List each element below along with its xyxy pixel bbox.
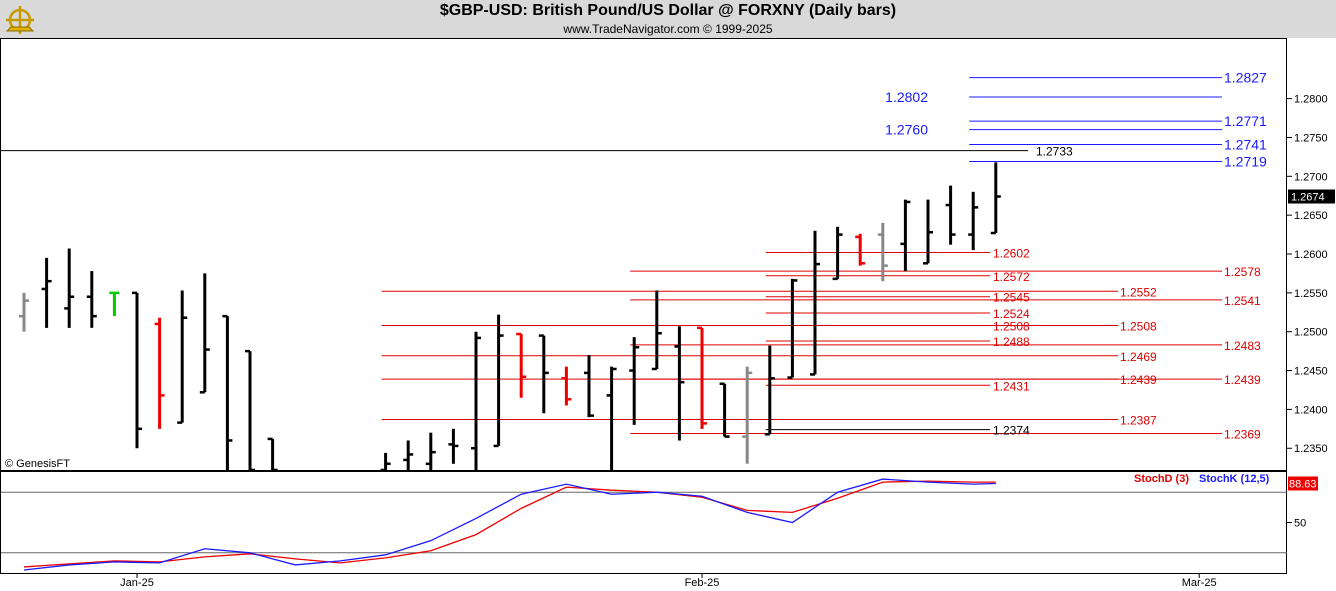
level-label: 1.2578 bbox=[1224, 265, 1261, 279]
ohlc-bar bbox=[877, 222, 888, 282]
y-tick-label: 1.2550 bbox=[1294, 288, 1328, 300]
navigator-logo-icon bbox=[3, 3, 37, 35]
ohlc-bar bbox=[787, 278, 798, 379]
ohlc-bar bbox=[380, 452, 391, 470]
ohlc-bar bbox=[742, 366, 753, 464]
level-label: 1.2572 bbox=[993, 270, 1030, 284]
chart-subtitle: www.TradeNavigator.com © 1999-2025 bbox=[563, 22, 773, 36]
last-price-label: 1.2674 bbox=[1291, 192, 1325, 204]
ohlc-bar bbox=[945, 185, 956, 245]
ohlc-bar bbox=[832, 226, 843, 281]
ohlc-bar bbox=[990, 162, 1001, 235]
level-label: 1.2771 bbox=[1224, 113, 1267, 129]
ohlc-bar bbox=[900, 199, 911, 272]
y-tick-label: 1.2600 bbox=[1294, 249, 1328, 261]
stoch-last-value-box bbox=[1288, 476, 1318, 491]
stoch-last-value: 88.63 bbox=[1289, 478, 1317, 490]
level-label: 1.2469 bbox=[1120, 350, 1157, 364]
ohlc-bar bbox=[403, 440, 414, 470]
ohlc-bar bbox=[471, 331, 481, 470]
y-tick-label: 1.2800 bbox=[1294, 94, 1328, 106]
ohlc-bar bbox=[425, 432, 436, 470]
ohlc-bar bbox=[19, 292, 29, 332]
level-label: 1.2374 bbox=[993, 424, 1030, 438]
ohlc-bar bbox=[222, 314, 233, 470]
ohlc-bar bbox=[267, 437, 278, 470]
ohlc-bar bbox=[606, 366, 617, 470]
ohlc-bar bbox=[968, 191, 979, 251]
level-label: 1.2733 bbox=[1036, 145, 1073, 159]
level-label: 1.2545 bbox=[993, 291, 1030, 305]
ohlc-bar bbox=[41, 257, 52, 328]
title-bar bbox=[0, 0, 1336, 38]
ohlc-bar bbox=[199, 273, 210, 394]
level-label: 1.2719 bbox=[1224, 154, 1267, 170]
level-label: 1.2431 bbox=[993, 379, 1030, 393]
level-label: 1.2439 bbox=[1120, 373, 1157, 387]
level-label: 1.2802 bbox=[885, 89, 928, 105]
y-tick-label: 1.2450 bbox=[1294, 366, 1328, 378]
level-label: 1.2541 bbox=[1224, 294, 1261, 308]
x-tick-label: Feb-25 bbox=[685, 577, 720, 589]
level-label: 1.2741 bbox=[1224, 136, 1267, 152]
stoch-d-legend: StochD (3) bbox=[1134, 473, 1189, 485]
stoch-line bbox=[23, 478, 996, 571]
ohlc-bar bbox=[674, 326, 685, 441]
stoch-y-tick-label: 50 bbox=[1294, 518, 1306, 530]
level-label: 1.2387 bbox=[1120, 413, 1157, 427]
price-panel bbox=[0, 38, 1287, 471]
ohlc-bar bbox=[810, 230, 820, 376]
ohlc-bar bbox=[64, 248, 75, 328]
y-tick-label: 1.2750 bbox=[1294, 132, 1328, 144]
level-label: 1.2488 bbox=[993, 335, 1030, 349]
level-label: 1.2439 bbox=[1224, 373, 1261, 387]
ohlc-bar bbox=[855, 233, 866, 266]
watermark: © GenesisFT bbox=[5, 458, 70, 470]
ohlc-bar bbox=[561, 366, 572, 406]
level-label: 1.2827 bbox=[1224, 70, 1267, 86]
y-tick-label: 1.2700 bbox=[1294, 171, 1328, 183]
ohlc-bar bbox=[109, 291, 120, 317]
x-tick-label: Mar-25 bbox=[1182, 577, 1217, 589]
ohlc-bar bbox=[154, 317, 165, 429]
ohlc-bar bbox=[493, 314, 504, 448]
level-label: 1.2760 bbox=[885, 122, 928, 138]
level-label: 1.2602 bbox=[993, 246, 1030, 260]
ohlc-bar bbox=[629, 337, 640, 425]
ohlc-bar bbox=[764, 345, 775, 436]
level-label: 1.2369 bbox=[1224, 427, 1261, 441]
stoch-line bbox=[23, 480, 996, 568]
stoch-k-legend: StochK (12,5) bbox=[1199, 473, 1270, 485]
level-label: 1.2483 bbox=[1224, 339, 1261, 353]
y-tick-label: 1.2400 bbox=[1294, 404, 1328, 416]
chart-title: $GBP-USD: British Pound/US Dollar @ FORX… bbox=[439, 2, 897, 19]
level-label: 1.2508 bbox=[1120, 319, 1157, 333]
ohlc-bar bbox=[245, 349, 255, 470]
ohlc-bar bbox=[651, 290, 662, 371]
ohlc-bar bbox=[86, 271, 97, 328]
y-tick-label: 1.2650 bbox=[1294, 210, 1328, 222]
ohlc-bar bbox=[132, 291, 142, 449]
ohlc-bar bbox=[177, 290, 188, 424]
x-tick-label: Jan-25 bbox=[120, 577, 154, 589]
ohlc-bar bbox=[584, 355, 594, 418]
ohlc-bar bbox=[538, 334, 549, 414]
y-tick-label: 1.2500 bbox=[1294, 327, 1328, 339]
ohlc-bar bbox=[923, 199, 933, 265]
ohlc-bar bbox=[448, 428, 459, 464]
last-price-box bbox=[1288, 189, 1335, 204]
level-label: 1.2524 bbox=[993, 307, 1030, 321]
ohlc-bar bbox=[719, 382, 730, 438]
level-label: 1.2552 bbox=[1120, 285, 1157, 299]
level-label: 1.2508 bbox=[993, 319, 1030, 333]
ohlc-bar bbox=[516, 332, 527, 398]
y-tick-label: 1.2350 bbox=[1294, 443, 1328, 455]
ohlc-bar bbox=[697, 326, 707, 429]
